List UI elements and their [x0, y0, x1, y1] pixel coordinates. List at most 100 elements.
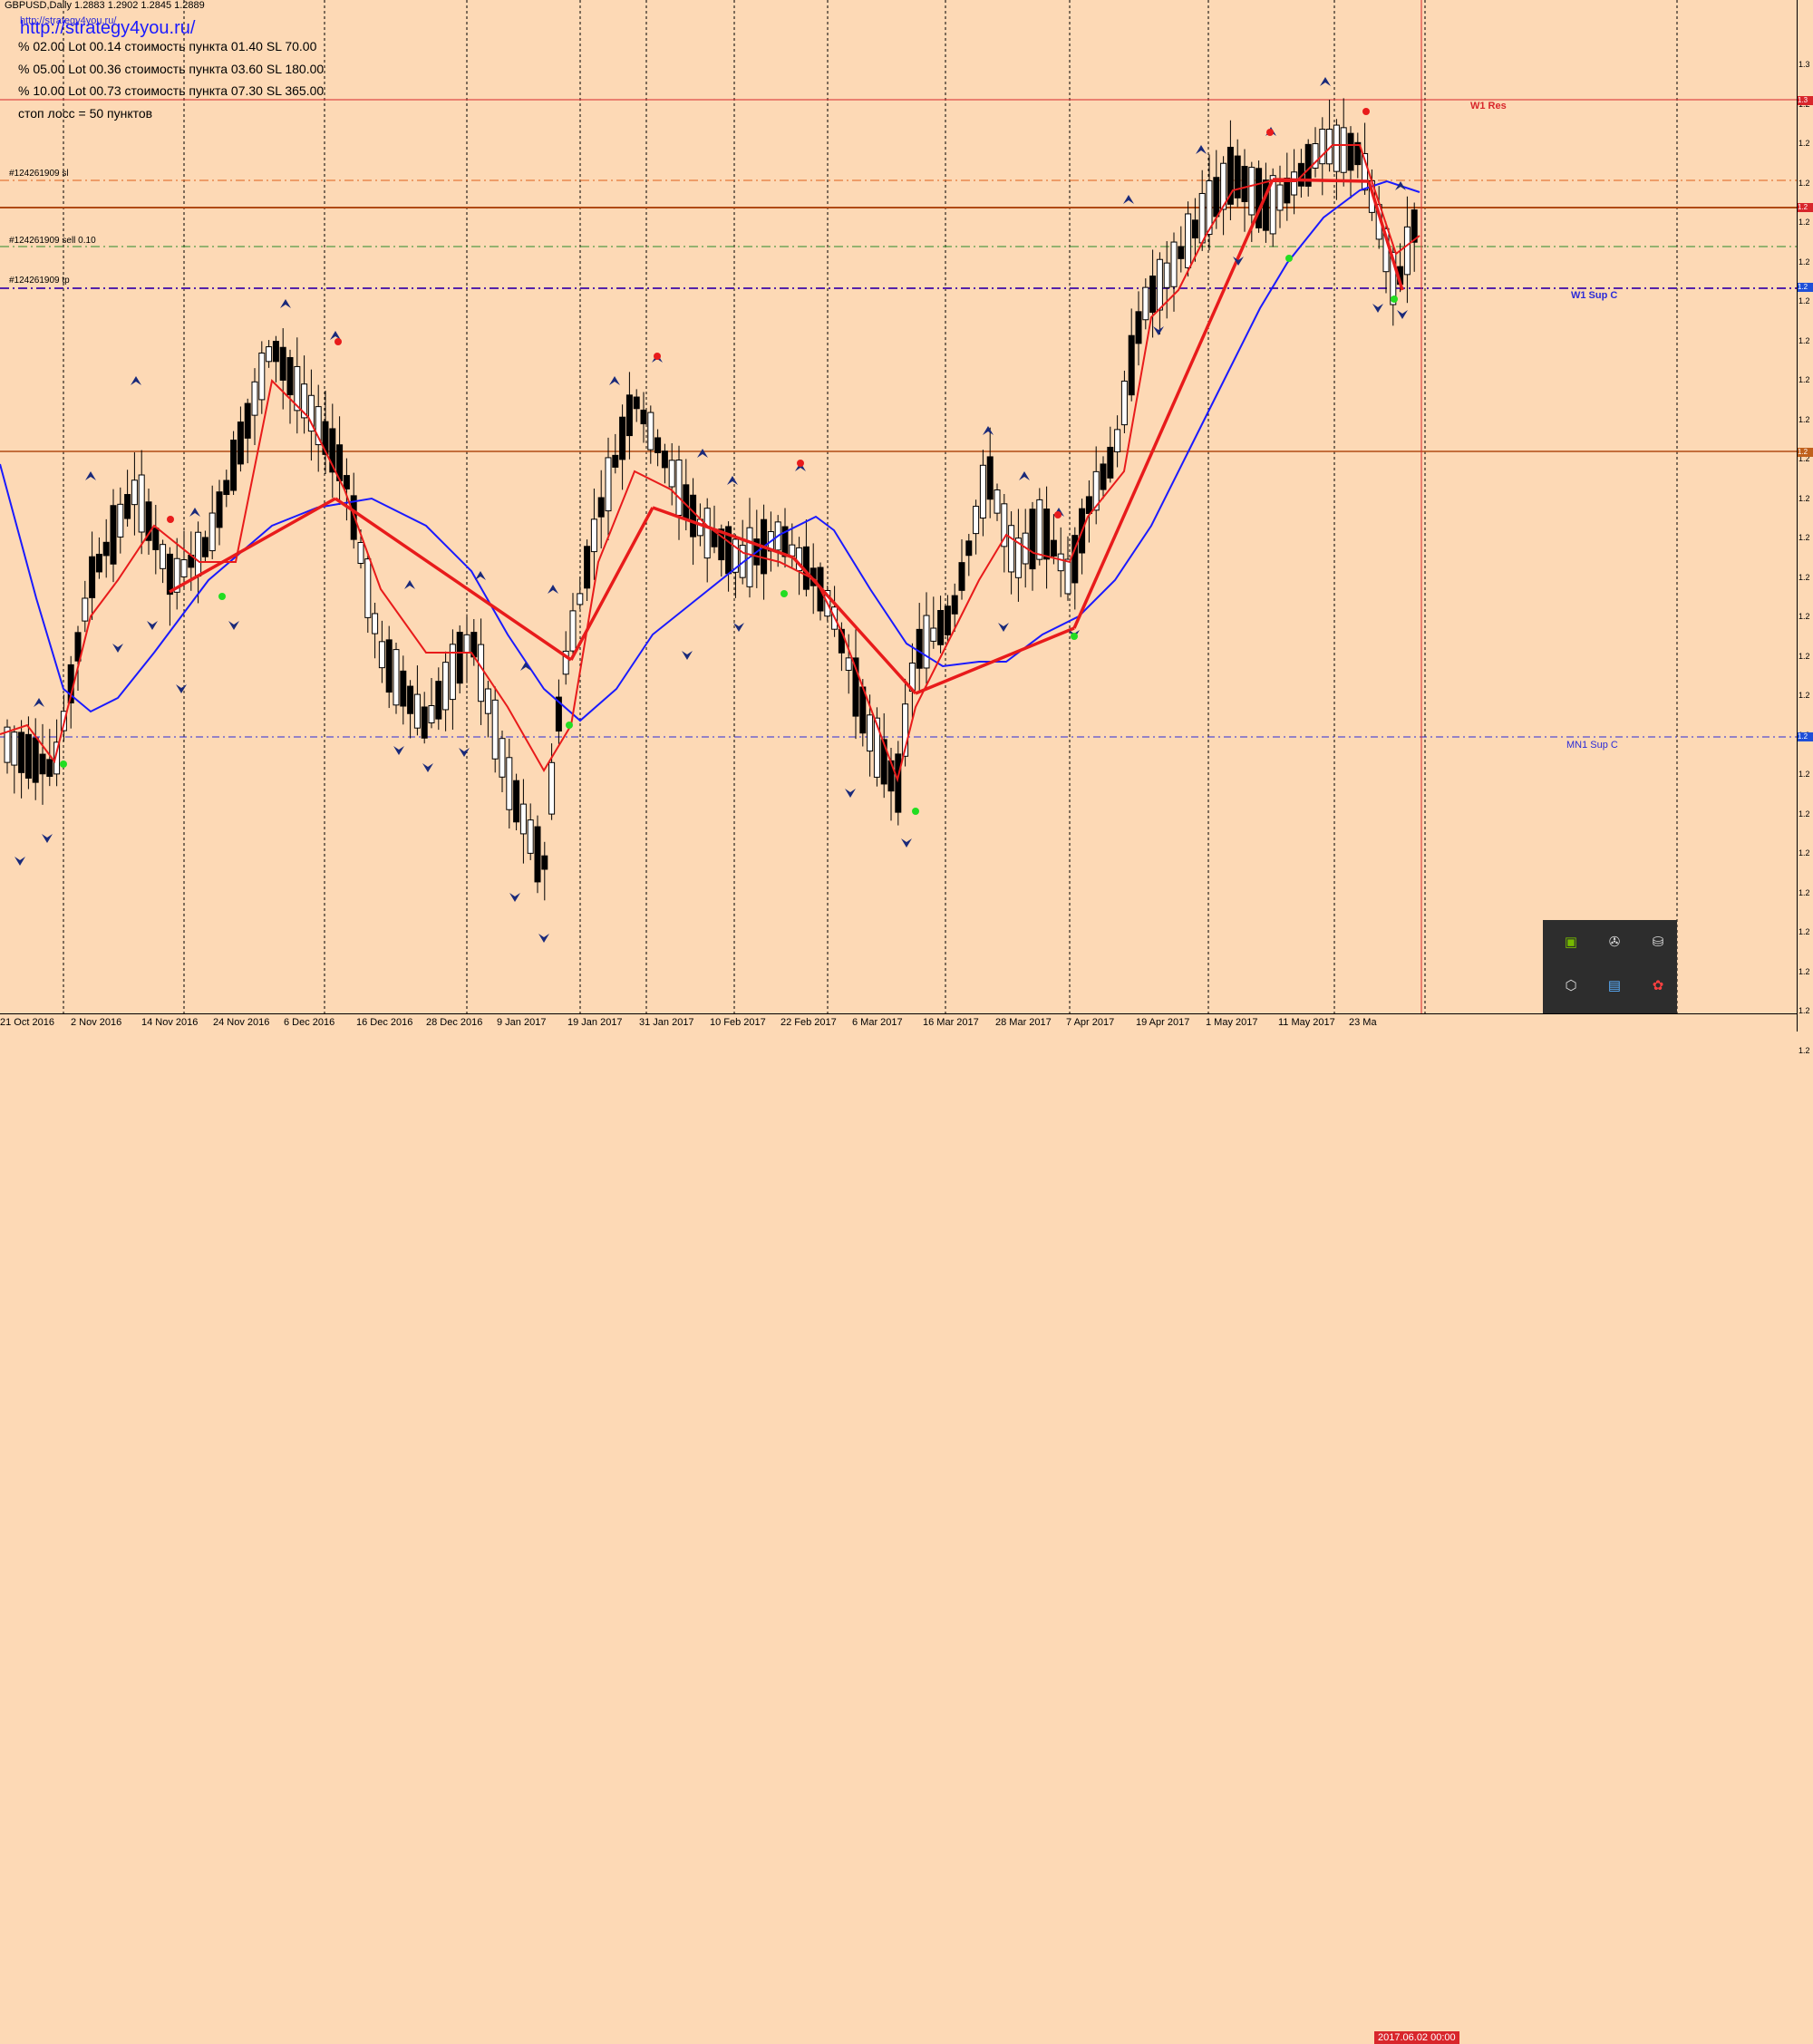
fractal-up-marker [1123, 195, 1134, 204]
buy-signal-dot [1285, 255, 1293, 262]
shield-icon[interactable]: ⬡ [1565, 978, 1577, 993]
site-url[interactable]: http://strategy4you.ru/ [20, 18, 196, 38]
candle [329, 428, 336, 473]
candle [95, 553, 102, 573]
candle [74, 632, 82, 662]
time-tick-label: 21 Oct 2016 [0, 1017, 54, 1028]
candle [102, 541, 110, 557]
price-chart[interactable] [0, 0, 1797, 1013]
time-tick-label: 6 Dec 2016 [284, 1017, 335, 1028]
candle [619, 416, 626, 460]
price-tick-label: 1.2 [1798, 454, 1810, 463]
time-tick-label: 23 Ma [1349, 1017, 1377, 1028]
mn1-sup-label: MN1 Sup C [1566, 740, 1618, 751]
fractal-down-marker [538, 934, 549, 943]
candle [584, 546, 591, 589]
candle [124, 494, 131, 519]
flower-icon[interactable]: ✿ [1652, 978, 1664, 993]
candle [562, 650, 569, 675]
sell-signal-dot [334, 338, 342, 345]
candle [1029, 509, 1036, 570]
candle [393, 649, 400, 706]
candle [1241, 166, 1248, 202]
time-tick-label: 19 Apr 2017 [1136, 1017, 1190, 1028]
candle [1149, 276, 1157, 314]
fractal-up-marker [727, 476, 738, 485]
candle [577, 593, 584, 605]
candle [24, 733, 32, 779]
price-level-badge: 1.2 [1798, 732, 1813, 741]
candle [916, 628, 923, 669]
candle [1312, 143, 1319, 169]
time-tick-label: 11 May 2017 [1278, 1017, 1335, 1028]
fractal-down-marker [147, 621, 158, 630]
buy-signal-dot [1391, 295, 1398, 303]
price-level-badge: 1.2 [1798, 283, 1813, 292]
candle [555, 696, 562, 732]
system-tray-popup[interactable]: ▣✇⛁⬡▤✿◉➶◈ [1543, 920, 1677, 1013]
candle [1226, 146, 1234, 205]
risk-line-2: % 05.00 Lot 00.36 стоимость пункта 03.60… [18, 62, 325, 76]
candle [46, 759, 53, 777]
site-url-shadow: http://strategy4you.ru/ [20, 15, 117, 26]
candle [1269, 175, 1276, 235]
candle [718, 528, 725, 561]
candle [979, 464, 986, 519]
candle [1198, 192, 1206, 244]
candle [1107, 446, 1114, 479]
risk-line-1: % 02.00 Lot 00.14 стоимость пункта 01.40… [18, 39, 317, 53]
candle [895, 753, 902, 813]
nvidia-icon[interactable]: ▣ [1564, 935, 1578, 950]
candle [463, 634, 470, 654]
sell-signal-dot [654, 353, 661, 360]
candle [131, 480, 138, 506]
usb-icon[interactable]: ⛁ [1652, 935, 1664, 950]
candle [640, 409, 647, 425]
candle [986, 456, 994, 500]
candle [272, 341, 279, 363]
fractal-down-marker [998, 623, 1009, 632]
fractal-up-marker [404, 580, 415, 589]
candle [11, 731, 18, 766]
candle [519, 803, 527, 835]
candle [930, 627, 937, 642]
fractal-up-marker [330, 331, 341, 340]
candle [1163, 262, 1170, 288]
candle [413, 693, 421, 729]
candle [1014, 538, 1022, 578]
time-scale[interactable]: 23 Ma 11 May 2017 1 May 2017 19 Apr 2017 7 A… [0, 1013, 1797, 2044]
fractal-down-marker [1372, 304, 1383, 313]
fractal-up-marker [475, 571, 486, 580]
candle [1050, 539, 1057, 557]
candle [484, 688, 491, 714]
fractal-up-marker [280, 299, 291, 308]
candle [781, 526, 789, 557]
candle [478, 644, 485, 702]
satellite-icon[interactable]: ✇ [1608, 935, 1621, 950]
candle [880, 739, 887, 785]
price-tick-label: 1.2 [1798, 218, 1810, 227]
candle [39, 753, 46, 775]
candle [1234, 155, 1241, 199]
candle [1403, 226, 1411, 276]
candle [789, 544, 796, 557]
buy-signal-dot [218, 593, 226, 600]
candle [421, 706, 428, 739]
candle [1206, 179, 1213, 236]
fractal-down-marker [42, 834, 53, 843]
candle [201, 537, 208, 557]
candle [1362, 152, 1369, 191]
price-tick-label: 1.2 [1798, 691, 1810, 700]
price-tick-label: 1.2 [1798, 493, 1810, 503]
candle [32, 737, 39, 783]
price-scale[interactable]: 1.3 1.2 1.2 1.2 1.2 1.2 1.2 1.2 1.2 1.2 1.2 1.2 1.2 1… [1797, 0, 1813, 1055]
fractal-down-marker [228, 621, 239, 630]
chart-area[interactable]: GBPUSD,Daily 1.2883 1.2902 1.2845 1.2889… [0, 0, 1797, 1013]
monitor-icon[interactable]: ▤ [1607, 978, 1622, 993]
candle [1178, 246, 1185, 259]
candle [82, 597, 89, 622]
candle [364, 558, 372, 618]
candle [195, 531, 202, 577]
fractal-up-marker [548, 585, 558, 594]
candle [208, 512, 216, 552]
